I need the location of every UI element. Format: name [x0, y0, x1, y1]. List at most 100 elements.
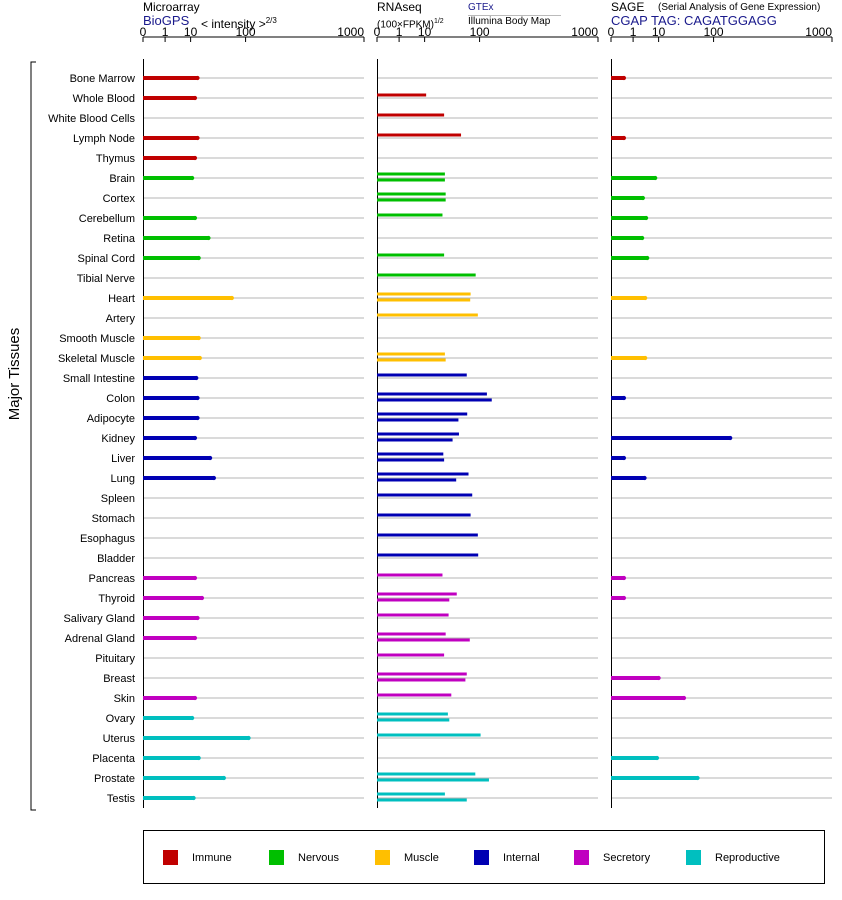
expression-bar: [377, 712, 448, 716]
bar-end-cap: [211, 475, 216, 481]
expression-bar: [143, 356, 200, 360]
bar-end-cap: [621, 575, 627, 581]
bar-end-cap: [195, 135, 200, 141]
expression-bar: [377, 478, 457, 482]
fpkm-label: (100×FPKM)1/2: [377, 15, 444, 32]
legend-item-reproductive: Reproductive: [686, 850, 780, 866]
microarray-title: Microarray: [143, 0, 200, 14]
legend-swatch-nervous: [269, 850, 284, 865]
tissue-label: Bone Marrow: [70, 73, 135, 85]
legend-item-internal: Internal: [474, 850, 540, 866]
bar-end-cap: [190, 715, 195, 721]
expression-bar: [611, 436, 731, 440]
expression-bar: [377, 493, 473, 497]
tissue-label: White Blood Cells: [48, 113, 135, 125]
tissue-bracket: [30, 61, 36, 811]
bar-end-cap: [192, 435, 198, 441]
expression-bar: [143, 336, 199, 340]
bar-end-cap: [192, 155, 198, 161]
intensity-exponent: 2/3: [265, 16, 277, 25]
expression-bar: [143, 456, 211, 460]
illumina-link[interactable]: Illumina Body Map: [468, 16, 551, 27]
x-tick-label: 10: [184, 25, 198, 39]
tissue-label: Brain: [109, 173, 135, 185]
fpkm-exponent: 1/2: [433, 18, 444, 25]
bar-end-cap: [194, 375, 199, 381]
legend: Immune Nervous Muscle Internal Secretory…: [143, 830, 825, 884]
intensity-text: < intensity >: [201, 17, 266, 31]
bar-end-cap: [643, 295, 648, 301]
tissue-label: Skin: [114, 693, 135, 705]
tissue-label: Uterus: [103, 733, 136, 745]
tissue-label: Salivary Gland: [63, 613, 135, 625]
expression-bar: [143, 436, 195, 440]
x-tick-label: 10: [652, 25, 666, 39]
legend-swatch-reproductive: [686, 850, 701, 865]
expression-bar: [377, 792, 445, 796]
bar-end-cap: [621, 135, 627, 141]
expression-bar: [377, 772, 476, 776]
expression-bar: [143, 736, 249, 740]
bar-end-cap: [656, 675, 661, 681]
tissue-label: Esophagus: [80, 533, 136, 545]
bar-end-cap: [643, 215, 649, 221]
bar-end-cap: [653, 175, 658, 181]
expression-bar: [611, 776, 698, 780]
cgap-tag[interactable]: CGAP TAG: CAGATGGAGG: [611, 13, 777, 28]
expression-bar: [377, 458, 445, 462]
expression-bar: [143, 756, 199, 760]
biogps-link[interactable]: BioGPS: [143, 13, 190, 28]
expression-bar: [377, 273, 476, 277]
expression-bar: [611, 176, 656, 180]
expression-bar: [377, 553, 479, 557]
legend-item-immune: Immune: [163, 850, 232, 866]
expression-bar: [377, 678, 466, 682]
bar-end-cap: [195, 395, 200, 401]
tissue-label: Spleen: [101, 493, 135, 505]
gtex-link[interactable]: GTEx: [468, 1, 561, 16]
tissue-label: Pituitary: [95, 653, 135, 665]
expression-bar: [377, 598, 450, 602]
expression-bar: [377, 392, 487, 396]
expression-bar: [377, 412, 468, 416]
expression-bar: [377, 632, 446, 636]
expression-bar: [377, 292, 471, 296]
intensity-label: < intensity >2/3: [201, 14, 277, 31]
expression-bar: [377, 592, 457, 596]
expression-bar: [611, 196, 643, 200]
legend-swatch-internal: [474, 850, 489, 865]
tissue-label: Liver: [111, 453, 135, 465]
expression-bar: [611, 676, 659, 680]
expression-bar: [611, 696, 684, 700]
expression-bar: [611, 76, 624, 80]
bar-end-cap: [728, 435, 733, 441]
expression-bar: [377, 298, 471, 302]
bar-end-cap: [246, 735, 251, 741]
expression-bar: [377, 113, 445, 117]
tissue-label: Breast: [103, 673, 135, 685]
tissue-label: Ovary: [106, 713, 136, 725]
tissue-label: Heart: [108, 293, 135, 305]
expression-bar: [377, 213, 443, 217]
expression-bar: [611, 396, 624, 400]
bar-end-cap: [190, 175, 195, 181]
expression-bar: [377, 418, 459, 422]
bar-end-cap: [229, 295, 234, 301]
bar-end-cap: [192, 575, 198, 581]
tissue-label: Spinal Cord: [78, 253, 135, 265]
sage-full-name: (Serial Analysis of Gene Expression): [658, 2, 821, 13]
expression-bar: [143, 376, 197, 380]
tissue-label: Lung: [111, 473, 135, 485]
legend-label-nervous: Nervous: [298, 852, 339, 864]
bar-end-cap: [199, 595, 205, 601]
expression-bar: [143, 396, 198, 400]
expression-bar: [377, 192, 446, 196]
expression-bar: [377, 638, 470, 642]
tissue-label: Smooth Muscle: [59, 333, 135, 345]
expression-bar: [377, 798, 467, 802]
expression-bar: [611, 476, 645, 480]
sage-title: SAGE: [611, 0, 645, 14]
bar-end-cap: [196, 755, 201, 761]
bar-end-cap: [208, 455, 213, 461]
